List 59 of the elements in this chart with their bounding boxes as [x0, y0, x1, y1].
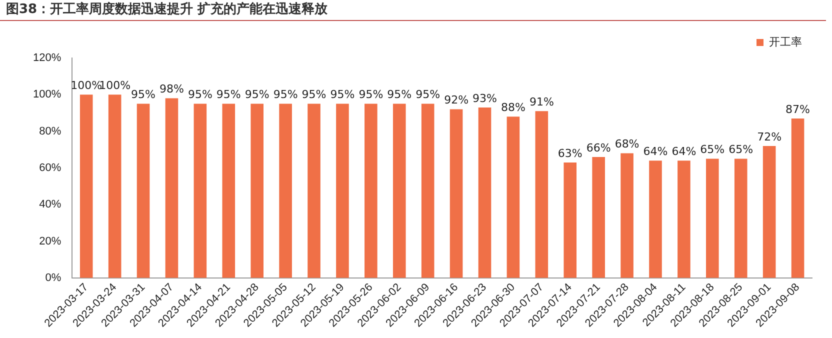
bar — [678, 160, 690, 278]
data-label: 95% — [302, 88, 326, 102]
data-label: 88% — [500, 100, 526, 114]
bar — [649, 160, 662, 278]
y-tick-label: 40% — [39, 198, 62, 211]
bar — [506, 116, 520, 278]
data-label: 95% — [416, 88, 440, 102]
bar — [136, 104, 150, 278]
y-tick-label: 100% — [32, 88, 62, 101]
bar — [194, 104, 207, 278]
data-label: 66% — [586, 141, 611, 154]
data-label: 98% — [160, 82, 184, 96]
chart-title: 图38：开工率周度数据迅速提升 扩充的产能在迅速释放 — [0, 0, 826, 21]
bar — [392, 104, 406, 278]
y-tick-label: 120% — [32, 52, 62, 64]
data-label: 95% — [188, 88, 212, 102]
data-label: 65% — [700, 143, 725, 156]
data-label: 72% — [757, 130, 782, 144]
y-tick-label: 60% — [39, 162, 62, 174]
bar — [222, 104, 236, 278]
data-label: 95% — [244, 88, 270, 102]
bar — [734, 158, 748, 278]
bar — [108, 94, 122, 278]
bar — [279, 104, 292, 278]
bar — [336, 104, 349, 278]
data-label: 64% — [672, 144, 696, 158]
bar — [620, 153, 634, 278]
data-label: 95% — [358, 88, 384, 102]
data-label: 95% — [330, 88, 355, 102]
data-label: 95% — [273, 88, 298, 102]
bar — [250, 104, 264, 278]
legend-label: 开工率 — [769, 36, 802, 49]
bar — [592, 156, 605, 278]
data-label: 93% — [472, 92, 497, 105]
data-label: 65% — [728, 143, 754, 156]
data-label: 87% — [786, 102, 810, 116]
data-label: 63% — [558, 146, 582, 160]
bar — [791, 118, 804, 278]
data-label: 64% — [643, 144, 668, 158]
bar — [308, 104, 320, 278]
data-label: 95% — [387, 88, 412, 102]
data-label: 92% — [444, 94, 469, 107]
data-label: 95% — [216, 88, 241, 102]
y-tick-label: 0% — [45, 272, 62, 284]
bar — [165, 98, 178, 278]
bar — [706, 158, 719, 278]
bar — [535, 111, 548, 278]
data-label: 91% — [529, 95, 554, 108]
bar — [421, 104, 434, 278]
y-tick-label: 20% — [39, 235, 62, 248]
data-label: 95% — [131, 88, 156, 102]
bar — [478, 107, 492, 278]
bar — [80, 94, 93, 278]
bar — [450, 109, 463, 278]
bar — [364, 104, 378, 278]
y-tick-label: 80% — [39, 125, 62, 138]
bar — [564, 162, 577, 278]
data-label: 68% — [614, 138, 640, 151]
bar — [762, 146, 776, 278]
